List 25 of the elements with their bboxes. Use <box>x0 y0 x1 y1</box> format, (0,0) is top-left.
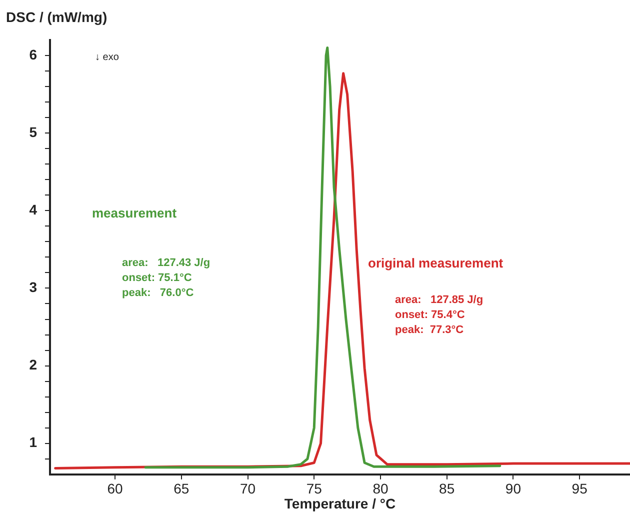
y-tick-label: 2 <box>29 356 38 373</box>
annotation: ↓ exo <box>95 52 120 63</box>
y-tick-label: 6 <box>29 46 38 62</box>
annotation: onset: 75.4°C <box>395 309 465 322</box>
y-tick-label: 4 <box>29 202 38 218</box>
x-tick-label: 65 <box>174 480 190 497</box>
y-tick-label: 5 <box>29 124 38 140</box>
x-axis-title: Temperature / °C <box>284 495 396 512</box>
y-tick-label: 3 <box>29 279 38 296</box>
y-tick-label: 1 <box>29 434 38 450</box>
y-axis-title: DSC / (mW/mg) <box>6 8 108 25</box>
x-tick-label: 60 <box>107 480 124 497</box>
annotation: peak: 77.3°C <box>395 324 464 336</box>
x-tick-label: 85 <box>439 480 455 497</box>
x-tick-label: 95 <box>572 480 588 497</box>
series-label: original measurement <box>368 256 504 271</box>
annotation: area: 127.43 J/g <box>122 257 210 270</box>
x-tick-label: 90 <box>505 480 522 497</box>
annotation: onset: 75.1°C <box>122 272 192 284</box>
annotation: area: 127.85 J/g <box>395 294 484 306</box>
text: measurement <box>92 206 178 221</box>
x-tick-label: 80 <box>372 480 388 497</box>
x-tick-label: 75 <box>306 480 322 497</box>
x-tick-label: 70 <box>240 480 256 497</box>
annotation: peak: 76.0°C <box>122 287 194 300</box>
